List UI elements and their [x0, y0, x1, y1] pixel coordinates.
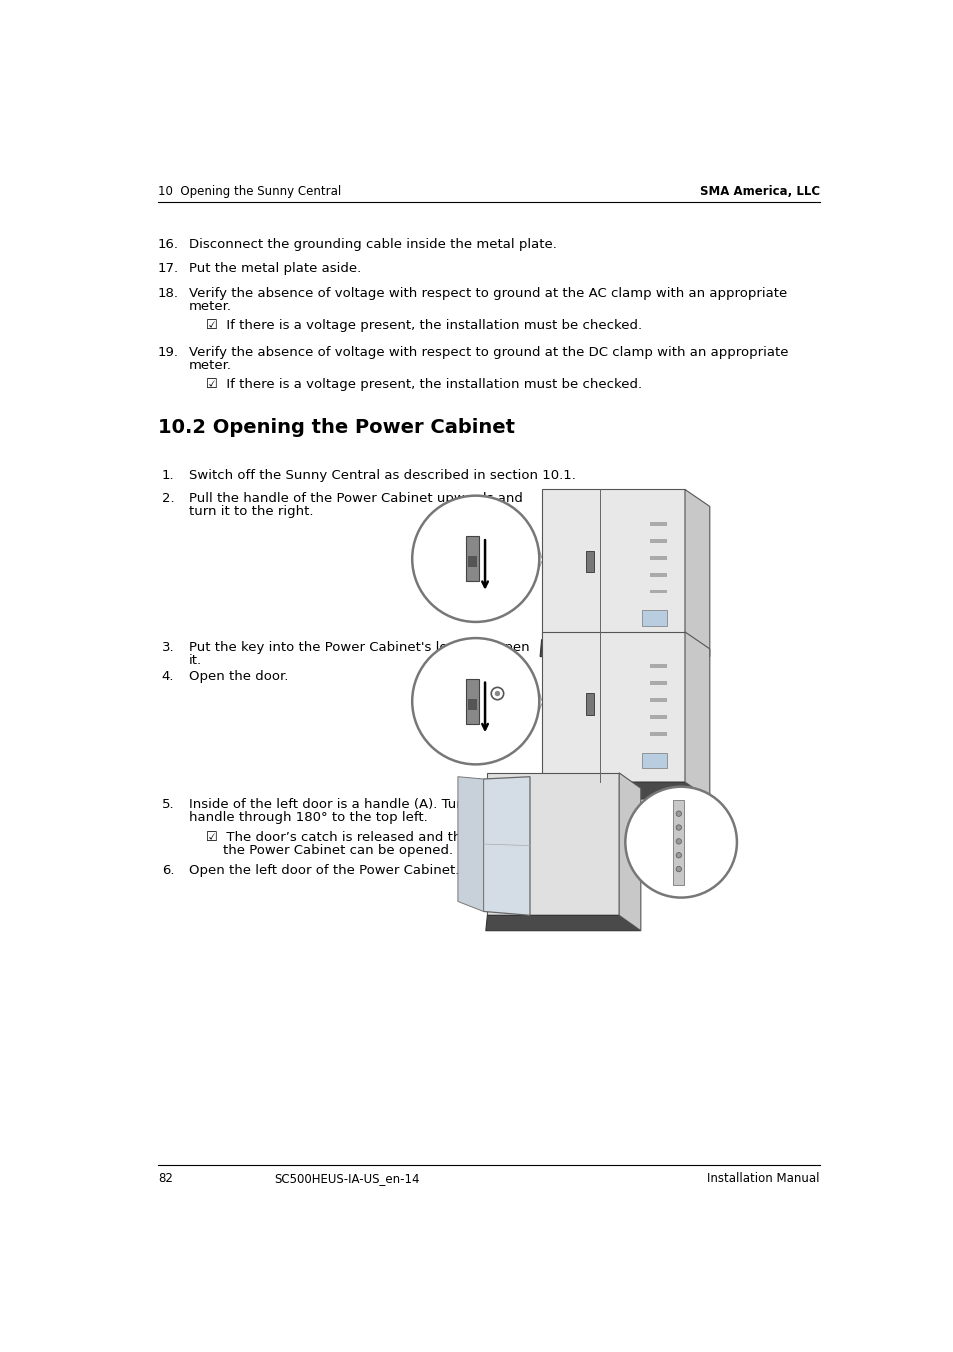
Text: 1.: 1.: [162, 469, 174, 481]
Text: Installation Manual: Installation Manual: [706, 1172, 819, 1186]
Bar: [466, 537, 478, 581]
Bar: [585, 694, 593, 715]
Text: 82: 82: [158, 1172, 172, 1186]
Bar: [541, 631, 684, 781]
Polygon shape: [539, 781, 709, 799]
Bar: [487, 773, 618, 915]
Text: Switch off the Sunny Central as described in section 10.1.: Switch off the Sunny Central as describe…: [189, 469, 576, 481]
Text: 4.: 4.: [162, 669, 174, 683]
Text: SMA America, LLC: SMA America, LLC: [699, 185, 819, 197]
Text: meter.: meter.: [189, 358, 232, 372]
Bar: [585, 550, 593, 572]
Polygon shape: [618, 773, 640, 930]
Text: Verify the absence of voltage with respect to ground at the DC clamp with an app: Verify the absence of voltage with respe…: [189, 346, 788, 358]
Polygon shape: [485, 915, 640, 930]
Text: 18.: 18.: [158, 287, 179, 300]
Bar: [541, 489, 684, 639]
Bar: [641, 753, 666, 768]
Bar: [649, 698, 666, 702]
Circle shape: [412, 496, 538, 622]
Polygon shape: [684, 631, 709, 799]
Text: Verify the absence of voltage with respect to ground at the AC clamp with an app: Verify the absence of voltage with respe…: [189, 287, 786, 300]
Bar: [649, 573, 666, 576]
Circle shape: [624, 787, 736, 898]
Circle shape: [676, 811, 680, 817]
Bar: [468, 557, 476, 568]
Bar: [466, 679, 478, 723]
Bar: [649, 556, 666, 560]
Text: SC500HEUS-IA-US_en-14: SC500HEUS-IA-US_en-14: [274, 1172, 419, 1186]
Text: ☑  If there is a voltage present, the installation must be checked.: ☑ If there is a voltage present, the ins…: [206, 319, 641, 333]
Polygon shape: [539, 639, 709, 657]
Text: 6.: 6.: [162, 864, 174, 877]
Circle shape: [676, 853, 680, 859]
Polygon shape: [483, 776, 530, 915]
Bar: [649, 715, 666, 719]
Polygon shape: [457, 776, 483, 911]
Text: Pull the handle of the Power Cabinet upwards and: Pull the handle of the Power Cabinet upw…: [189, 492, 522, 504]
Text: turn it to the right.: turn it to the right.: [189, 504, 314, 518]
Bar: [649, 522, 666, 526]
Circle shape: [491, 687, 503, 700]
Text: Open the door.: Open the door.: [189, 669, 288, 683]
Text: 5.: 5.: [162, 798, 174, 811]
Text: 17.: 17.: [158, 262, 179, 276]
Bar: [649, 664, 666, 668]
Bar: [468, 699, 476, 710]
Text: ☑  If there is a voltage present, the installation must be checked.: ☑ If there is a voltage present, the ins…: [206, 377, 641, 391]
Circle shape: [495, 691, 499, 696]
Text: Put the metal plate aside.: Put the metal plate aside.: [189, 262, 361, 276]
Bar: [649, 731, 666, 735]
Text: Disconnect the grounding cable inside the metal plate.: Disconnect the grounding cable inside th…: [189, 238, 557, 250]
Text: Put the key into the Power Cabinet's lock and open: Put the key into the Power Cabinet's loc…: [189, 641, 529, 654]
Polygon shape: [684, 489, 709, 657]
Text: it.: it.: [189, 654, 202, 668]
Circle shape: [676, 838, 680, 844]
Text: 19.: 19.: [158, 346, 179, 358]
Bar: [649, 589, 666, 594]
Text: 16.: 16.: [158, 238, 179, 250]
Text: handle through 180° to the top left.: handle through 180° to the top left.: [189, 811, 427, 825]
Text: the Power Cabinet can be opened.: the Power Cabinet can be opened.: [206, 844, 453, 857]
Bar: [649, 538, 666, 542]
Circle shape: [412, 638, 538, 764]
Circle shape: [676, 867, 680, 872]
Text: 2.: 2.: [162, 492, 174, 504]
Text: 3.: 3.: [162, 641, 174, 654]
Text: meter.: meter.: [189, 300, 232, 314]
Bar: [649, 681, 666, 685]
Text: 10.2 Opening the Power Cabinet: 10.2 Opening the Power Cabinet: [158, 418, 515, 437]
Circle shape: [676, 825, 680, 830]
Text: Open the left door of the Power Cabinet.: Open the left door of the Power Cabinet.: [189, 864, 459, 877]
Bar: [641, 610, 666, 626]
Text: 10  Opening the Sunny Central: 10 Opening the Sunny Central: [158, 185, 341, 197]
Bar: [673, 800, 683, 884]
Text: Inside of the left door is a handle (A). Turn the: Inside of the left door is a handle (A).…: [189, 798, 496, 811]
Text: ☑  The door’s catch is released and the left door of: ☑ The door’s catch is released and the l…: [206, 830, 547, 844]
